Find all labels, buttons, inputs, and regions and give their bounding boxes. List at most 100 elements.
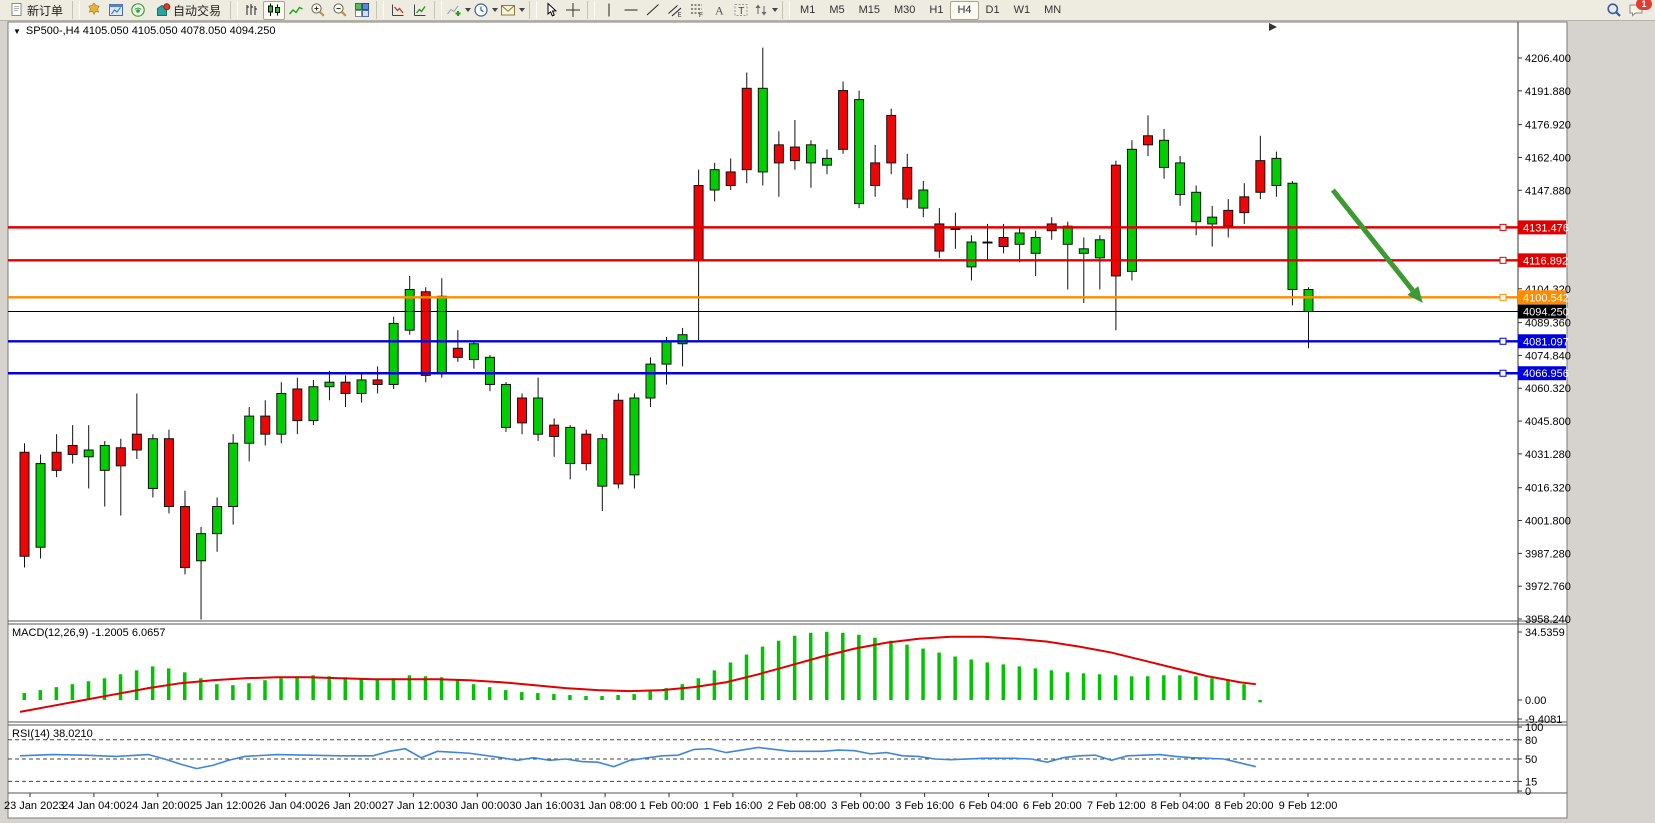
auto-trading-button[interactable]: 自动交易 — [149, 1, 227, 20]
chevron-down-icon[interactable] — [465, 8, 472, 12]
time-tick-label: 3 Feb 00:00 — [831, 800, 890, 812]
crosshair-button[interactable] — [562, 1, 584, 20]
price-line-label[interactable]: 4131.476 — [1518, 220, 1569, 235]
timeframe-h4-button[interactable]: H4 — [950, 0, 979, 20]
timeframe-m15-button[interactable]: M15 — [858, 4, 880, 16]
line-handle[interactable] — [1499, 223, 1507, 231]
candle — [709, 162, 720, 202]
horizontal-line[interactable] — [8, 337, 1518, 345]
price-line-label[interactable]: 4081.097 — [1518, 334, 1569, 349]
new-order-button[interactable]: 新订单 — [3, 1, 69, 20]
line-chart-button[interactable] — [285, 1, 307, 20]
periods-button[interactable] — [472, 1, 499, 20]
chevron-down-icon[interactable] — [519, 8, 526, 12]
signal-button[interactable] — [127, 1, 149, 20]
horizontal-line[interactable] — [8, 293, 1518, 301]
search-button[interactable] — [1603, 1, 1625, 20]
macd-histogram-bar — [921, 648, 925, 700]
profile-up-icon — [414, 4, 426, 16]
symbol-ohlc-bar[interactable]: ▼ SP500-,H4 4105.050 4105.050 4078.050 4… — [13, 25, 275, 37]
candle — [565, 425, 576, 480]
macd-histogram-bar — [985, 662, 989, 700]
notifications-button[interactable]: 1 — [1625, 0, 1652, 20]
candlestick-chart-button[interactable] — [263, 0, 286, 20]
price-tick-label: 4060.320 — [1525, 383, 1571, 395]
macd-histogram-bar — [600, 696, 604, 700]
macd-histogram-bar — [1113, 675, 1118, 700]
timeframe-h1-button[interactable]: H1 — [929, 4, 944, 16]
zoom-out-button[interactable] — [329, 1, 351, 20]
timeframe-m5-button[interactable]: M5 — [829, 4, 845, 16]
chevron-down-icon[interactable] — [492, 8, 499, 12]
bid-price-label[interactable]: 4094.250 — [1518, 304, 1569, 319]
macd-histogram-bar — [905, 644, 909, 700]
price-line-label[interactable]: 4100.542 — [1518, 290, 1569, 305]
profile-down-icon — [392, 4, 404, 16]
macd-histogram-bar — [504, 690, 508, 700]
line-handle[interactable] — [1499, 369, 1507, 377]
price-axis[interactable]: 4206.400 4191.880 4176.920 4162.400 4147.880… — [1518, 53, 1571, 626]
vertical-line-button[interactable] — [598, 1, 620, 20]
channel-button[interactable]: E — [664, 1, 686, 20]
horizontal-line-button[interactable] — [620, 1, 642, 20]
notification-badge: 1 — [1636, 0, 1652, 10]
profile-charts-button[interactable] — [387, 1, 409, 20]
chart-window-button[interactable] — [105, 1, 127, 20]
cursor-button[interactable] — [540, 1, 562, 20]
zoom-in-button[interactable] — [307, 1, 329, 20]
templates-button[interactable] — [499, 1, 526, 20]
price-tick-label: 4074.840 — [1525, 350, 1571, 362]
chevron-down-icon[interactable] — [772, 8, 779, 12]
chart-shift-marker[interactable] — [1269, 23, 1277, 31]
line-chart-icon — [289, 6, 303, 15]
timeframe-mn-button[interactable]: MN — [1044, 4, 1062, 16]
price-line-label[interactable]: 4066.956 — [1518, 366, 1569, 381]
candle — [597, 434, 608, 512]
text-button[interactable]: A — [708, 1, 730, 20]
svg-text:4100.542: 4100.542 — [1523, 292, 1569, 304]
trend-arrow-annotation[interactable] — [1330, 188, 1423, 304]
toolbar-separator — [587, 1, 596, 19]
candle — [1030, 230, 1041, 276]
line-handle[interactable] — [1499, 256, 1507, 264]
new-order — [11, 3, 22, 16]
candle — [549, 418, 560, 457]
svg-text:F: F — [699, 12, 703, 18]
toolbar-separator — [529, 1, 538, 19]
profile-charts-alt-button[interactable] — [409, 1, 431, 20]
price-line-label[interactable]: 4116.892 — [1518, 253, 1568, 268]
macd-histogram-bar — [825, 631, 829, 700]
timeframe-m30-button[interactable]: M30 — [894, 4, 916, 16]
trendline-button[interactable] — [642, 1, 664, 20]
macd-histogram-bar — [937, 652, 941, 700]
timeframe-w1-button[interactable]: W1 — [1013, 4, 1031, 16]
arrows-button[interactable] — [752, 1, 779, 20]
timeframe-m1-button[interactable]: M1 — [800, 4, 816, 16]
horizontal-line[interactable] — [8, 369, 1518, 377]
seal-button[interactable] — [83, 1, 105, 20]
line-handle[interactable] — [1499, 337, 1507, 345]
horizontal-line[interactable] — [8, 256, 1518, 264]
macd-tick-label: 0.00 — [1525, 695, 1546, 707]
macd-histogram-bar — [568, 695, 572, 700]
symbol-dropdown-icon[interactable]: ▼ — [13, 26, 21, 36]
timeframe-d1-button[interactable]: D1 — [985, 4, 1000, 16]
tile-windows-button[interactable] — [351, 1, 373, 20]
toolbar-separator — [230, 1, 239, 19]
horizontal-line[interactable] — [8, 223, 1518, 231]
candle — [1110, 160, 1121, 331]
price-tick-label: 4206.400 — [1525, 53, 1571, 65]
macd-histogram-bar — [1162, 675, 1166, 700]
text-label-button[interactable]: T — [730, 1, 752, 20]
line-handle[interactable] — [1499, 293, 1507, 301]
candle — [918, 180, 929, 218]
svg-text:4131.476: 4131.476 — [1523, 222, 1569, 234]
bar-chart-button[interactable] — [241, 1, 263, 20]
fibonacci-button[interactable]: F — [686, 1, 708, 20]
candle — [308, 379, 319, 426]
macd-histogram-bar — [359, 678, 364, 700]
indicators-button[interactable] — [445, 1, 472, 20]
